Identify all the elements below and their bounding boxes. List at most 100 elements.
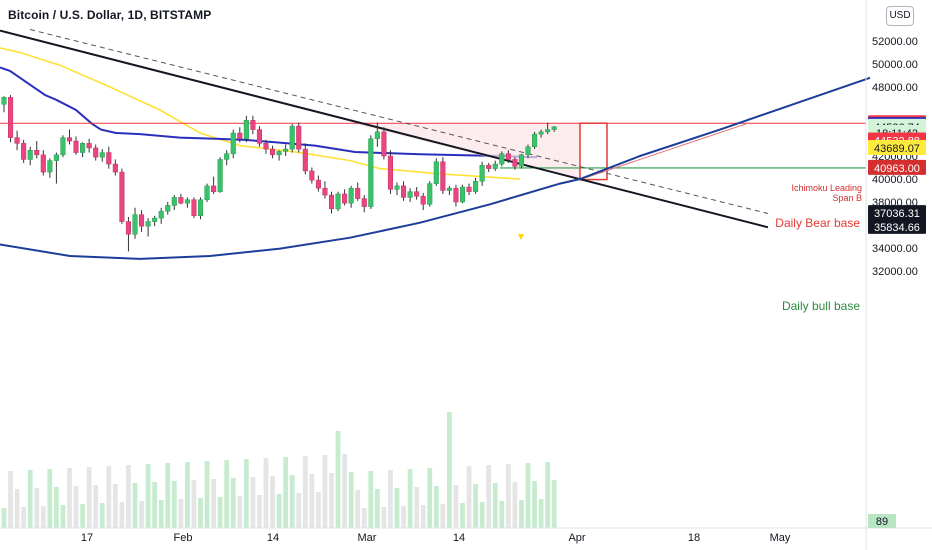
- volume-bar: [289, 475, 295, 528]
- x-tick-label: 17: [81, 532, 93, 544]
- candle-body: [119, 171, 125, 222]
- daily-bear-base-label: Daily Bear base: [775, 216, 860, 230]
- y-tick-label: 48000.00: [872, 82, 918, 94]
- volume-bar: [73, 486, 79, 528]
- blue-arc-support: [0, 76, 871, 260]
- volume-bar: [47, 469, 53, 528]
- volume-bar: [237, 496, 243, 528]
- y-tick-label: 50000.00: [872, 59, 918, 71]
- currency-button[interactable]: USD: [886, 6, 914, 26]
- y-tick-label: 34000.00: [872, 243, 918, 255]
- x-tick-label: Apr: [568, 532, 585, 544]
- volume-bar: [263, 458, 269, 528]
- volume-bar: [112, 484, 118, 528]
- candle-body: [178, 197, 184, 204]
- ichimoku-label-line1: Ichimoku Leading: [791, 183, 862, 193]
- candle-body: [73, 140, 79, 153]
- candle-body: [112, 163, 118, 173]
- plot-area: [0, 0, 866, 528]
- volume-bar: [538, 499, 544, 528]
- candle-body: [27, 150, 33, 160]
- price-label-bg: [868, 218, 926, 234]
- volume-bar: [86, 467, 92, 528]
- candle-body: [355, 187, 361, 199]
- candle-body: [296, 125, 302, 150]
- volume-bar: [165, 463, 171, 528]
- candle-body: [93, 147, 99, 158]
- candle-body: [204, 185, 210, 200]
- volume-bar: [381, 507, 387, 528]
- candle-body: [401, 185, 407, 198]
- volume-bar: [21, 507, 27, 528]
- daily-bull-base-label: Daily bull base: [782, 299, 860, 313]
- x-tick-label: 14: [267, 532, 279, 544]
- candle-body: [374, 131, 380, 140]
- volume-bar: [178, 499, 184, 528]
- candle-body: [387, 155, 393, 190]
- candle-body: [407, 191, 413, 198]
- candle-body: [479, 164, 485, 182]
- price-label-bg: [868, 139, 926, 155]
- volume-bar: [132, 483, 138, 528]
- volume-bar: [433, 486, 439, 528]
- candle-body: [538, 131, 544, 135]
- volume-bar: [270, 476, 275, 528]
- volume-bar: [374, 489, 380, 528]
- candle-body: [283, 148, 289, 152]
- volume-bar: [519, 500, 524, 528]
- volume-bar: [532, 481, 537, 528]
- candle-body: [224, 153, 230, 160]
- candle-body: [250, 120, 256, 130]
- volume-bar: [250, 477, 256, 528]
- candle-body: [256, 129, 262, 144]
- volume-bar: [14, 489, 20, 528]
- x-tick-label: 14: [453, 532, 465, 544]
- candle-body: [270, 148, 276, 156]
- volume-bar: [60, 505, 66, 528]
- candle-body: [237, 132, 243, 139]
- volume-bar: [243, 459, 249, 528]
- candle-body: [532, 133, 538, 148]
- y-tick-label: 52000.00: [872, 36, 918, 48]
- volume-bar: [401, 506, 406, 528]
- candle-body: [211, 185, 217, 192]
- volume-bar: [211, 479, 216, 528]
- x-tick-label: May: [770, 532, 791, 544]
- candle-body: [342, 193, 348, 204]
- target-diagonal: [579, 122, 749, 181]
- volume-bar: [492, 483, 498, 528]
- volume-bar: [145, 464, 151, 528]
- ichimoku-span-b-line: [0, 66, 537, 159]
- volume-bar: [106, 466, 112, 528]
- candle-body: [34, 150, 40, 156]
- volume-bar: [394, 488, 400, 528]
- candle-body: [427, 183, 433, 205]
- candle-body: [505, 153, 511, 160]
- candle-body: [492, 163, 498, 169]
- x-tick-label: Feb: [174, 532, 193, 544]
- candle-body: [486, 164, 492, 169]
- volume-bar: [139, 501, 144, 528]
- candle-body: [446, 187, 452, 191]
- candle-body: [1, 97, 7, 105]
- price-label-bg: [868, 159, 926, 175]
- candle-body: [47, 160, 53, 173]
- volume-bar: [453, 485, 459, 528]
- candle-body: [433, 161, 439, 184]
- volume-bar: [309, 474, 315, 528]
- volume-bar: [283, 457, 289, 528]
- candle-body: [60, 137, 66, 156]
- candle-body: [158, 210, 164, 219]
- y-tick-label: 40000.00: [872, 174, 918, 186]
- volume-bar: [427, 468, 433, 528]
- volume-bar: [551, 480, 557, 528]
- candle-body: [139, 214, 145, 227]
- volume-bar: [525, 463, 531, 528]
- volume-value-label: 89: [876, 516, 888, 528]
- x-tick-label: 18: [688, 532, 700, 544]
- volume-bar: [93, 485, 99, 528]
- candle-body: [361, 198, 367, 207]
- volume-bar: [198, 498, 203, 528]
- volume-bar: [99, 503, 105, 528]
